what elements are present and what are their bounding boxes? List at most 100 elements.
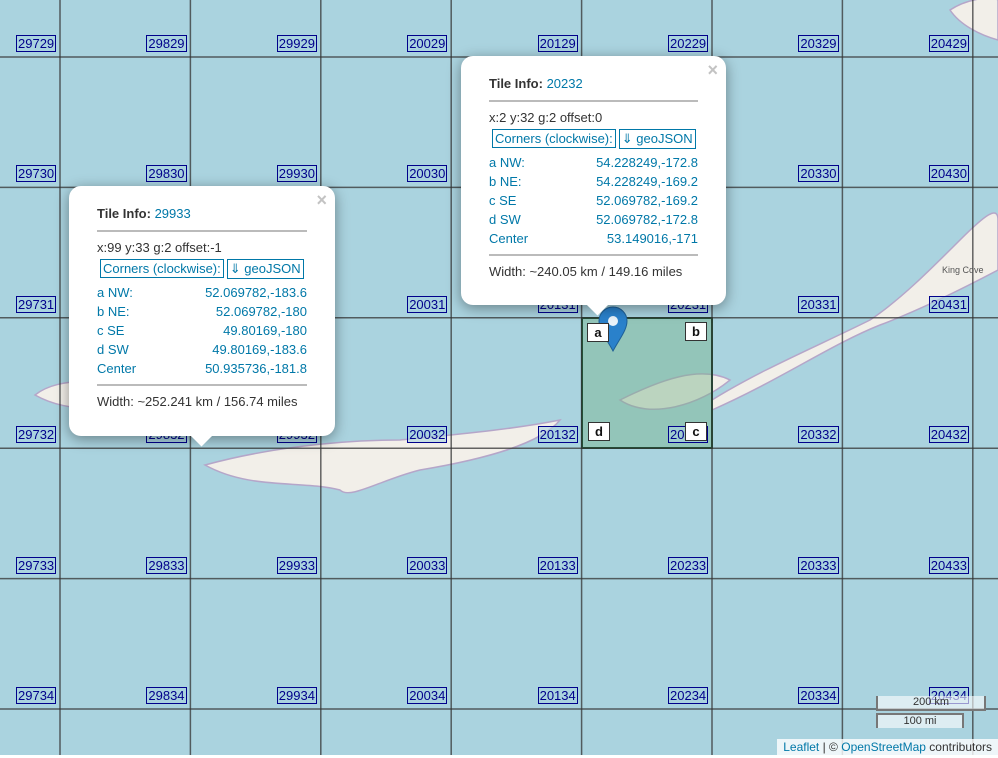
attribution: Leaflet | © OpenStreetMap contributors — [777, 739, 998, 755]
tile-label: 20033 — [407, 556, 448, 574]
corner-name: b NE: — [489, 174, 522, 189]
tile-label: 20132 — [537, 426, 578, 444]
close-button[interactable]: × — [316, 190, 327, 210]
corner-name: d SW — [97, 342, 129, 357]
popup-title: Tile Info: 29933 — [97, 206, 307, 226]
corner-coords: 54.228249,-172.8 — [596, 155, 698, 170]
separator — [489, 254, 698, 256]
title-label: Tile Info: — [97, 206, 151, 221]
corner-row: d SW 52.069782,-172.8 — [489, 210, 698, 229]
corner-coords: 52.069782,-180 — [215, 304, 307, 319]
tile-label: 20333 — [798, 556, 839, 574]
leaflet-link[interactable]: Leaflet — [783, 740, 820, 754]
corner-row: c SE 52.069782,-169.2 — [489, 191, 698, 210]
tile-label: 29729 — [16, 35, 57, 52]
corner-name: b NE: — [97, 304, 130, 319]
tile-label: 20432 — [928, 426, 969, 444]
geojson-button[interactable]: ⇓ geoJSON — [226, 259, 304, 279]
corners-button[interactable]: Corners (clockwise): — [100, 259, 224, 278]
corner-row: Center 53.149016,-171 — [489, 229, 698, 248]
tile-label: 29930 — [276, 165, 317, 183]
scale-km: 200 km — [876, 696, 986, 711]
separator — [97, 384, 307, 386]
corner-name: Center — [97, 361, 137, 376]
tile-label: 20134 — [537, 687, 578, 704]
corners-button[interactable]: Corners (clockwise): — [492, 129, 616, 148]
attribution-separator: | © — [822, 740, 838, 754]
corner-coords: 50.935736,-181.8 — [205, 361, 307, 376]
tile-label: 20430 — [928, 165, 969, 183]
corner-name: Center — [489, 231, 529, 246]
tile-width: Width: ~240.05 km / 149.16 miles — [489, 264, 683, 279]
tile-label: 20034 — [407, 687, 448, 704]
corner-row: Center 50.935736,-181.8 — [97, 359, 307, 378]
tile-label: 29734 — [16, 687, 57, 704]
corner-name: a NW: — [97, 285, 133, 300]
popup-content: Tile Info: 20232 x:2 y:32 g:2 offset:0 Cor… — [489, 76, 698, 279]
close-button[interactable]: × — [707, 60, 718, 80]
scale-mi: 100 mi — [876, 713, 964, 728]
corner-label: c — [685, 422, 707, 441]
tile-label: 29934 — [276, 687, 317, 704]
osm-link[interactable]: OpenStreetMap — [841, 740, 926, 754]
corner-coords: 52.069782,-172.8 — [596, 212, 698, 227]
tile-label: 29829 — [146, 35, 187, 52]
corner-coords: 53.149016,-171 — [606, 231, 698, 246]
title-label: Tile Info: — [489, 76, 543, 91]
buttons: Corners (clockwise): ⇓ geoJSON — [489, 125, 698, 153]
marker-dot — [608, 316, 618, 326]
corner-row: c SE 49.80169,-180 — [97, 321, 307, 340]
tile-label: 20234 — [668, 687, 709, 704]
tile-link[interactable]: 29933 — [154, 206, 191, 221]
tile-label: 20431 — [928, 295, 969, 313]
corner-coords: 49.80169,-183.6 — [212, 342, 307, 357]
tile-label: 20229 — [668, 35, 709, 52]
buttons: Corners (clockwise): ⇓ geoJSON — [97, 255, 307, 283]
tile-label: 20429 — [928, 35, 969, 52]
corner-name: c SE — [489, 193, 517, 208]
tile-label: 29833 — [146, 556, 187, 574]
tile-info: x:2 y:32 g:2 offset:0 — [489, 110, 603, 125]
corner-row: b NE: 54.228249,-169.2 — [489, 172, 698, 191]
corner-coords: 49.80169,-180 — [223, 323, 307, 338]
popup: × Tile Info: 20232 x:2 y:32 g:2 offset:0 Co… — [461, 56, 726, 316]
tile-label: 29933 — [276, 556, 317, 574]
tile-label: 20029 — [407, 35, 448, 52]
corner-row: d SW 49.80169,-183.6 — [97, 340, 307, 359]
tile-label: 29730 — [16, 165, 57, 183]
tile-label: 29929 — [276, 35, 317, 52]
tile-label: 20329 — [798, 35, 839, 52]
corner-coords: 52.069782,-169.2 — [596, 193, 698, 208]
tile-link[interactable]: 20232 — [546, 76, 583, 91]
popup-title: Tile Info: 20232 — [489, 76, 698, 96]
corner-row: a NW: 54.228249,-172.8 — [489, 153, 698, 172]
separator — [489, 100, 698, 102]
corner-row: b NE: 52.069782,-180 — [97, 302, 307, 321]
island-chain — [618, 373, 732, 411]
tile-label: 20233 — [668, 556, 709, 574]
popup: × Tile Info: 29933 x:99 y:33 g:2 offset:-1… — [69, 186, 335, 447]
tile-label: 20129 — [537, 35, 578, 52]
tile-label: 29732 — [16, 426, 57, 444]
tile-label: 29834 — [146, 687, 187, 704]
corner-name: c SE — [97, 323, 125, 338]
corner-label: d — [588, 422, 610, 441]
tile-label: 20330 — [798, 165, 839, 183]
island-chain — [711, 212, 998, 412]
tile-label: 29731 — [16, 295, 57, 313]
corner-name: a NW: — [489, 155, 525, 170]
tile-label: 20030 — [407, 165, 448, 183]
tile-label: 20332 — [798, 426, 839, 444]
corner-coords: 52.069782,-183.6 — [205, 285, 307, 300]
geojson-button[interactable]: ⇓ geoJSON — [618, 129, 696, 149]
tile-info: x:99 y:33 g:2 offset:-1 — [97, 240, 222, 255]
corner-label: a — [587, 323, 609, 342]
corner-coords: 54.228249,-169.2 — [596, 174, 698, 189]
tile-width: Width: ~252.241 km / 156.74 miles — [97, 394, 298, 409]
separator — [97, 230, 307, 232]
tile-label: 20133 — [537, 556, 578, 574]
tile-label: 20032 — [407, 426, 448, 444]
corner-label: b — [685, 322, 707, 341]
tile-label: 20031 — [407, 295, 448, 313]
